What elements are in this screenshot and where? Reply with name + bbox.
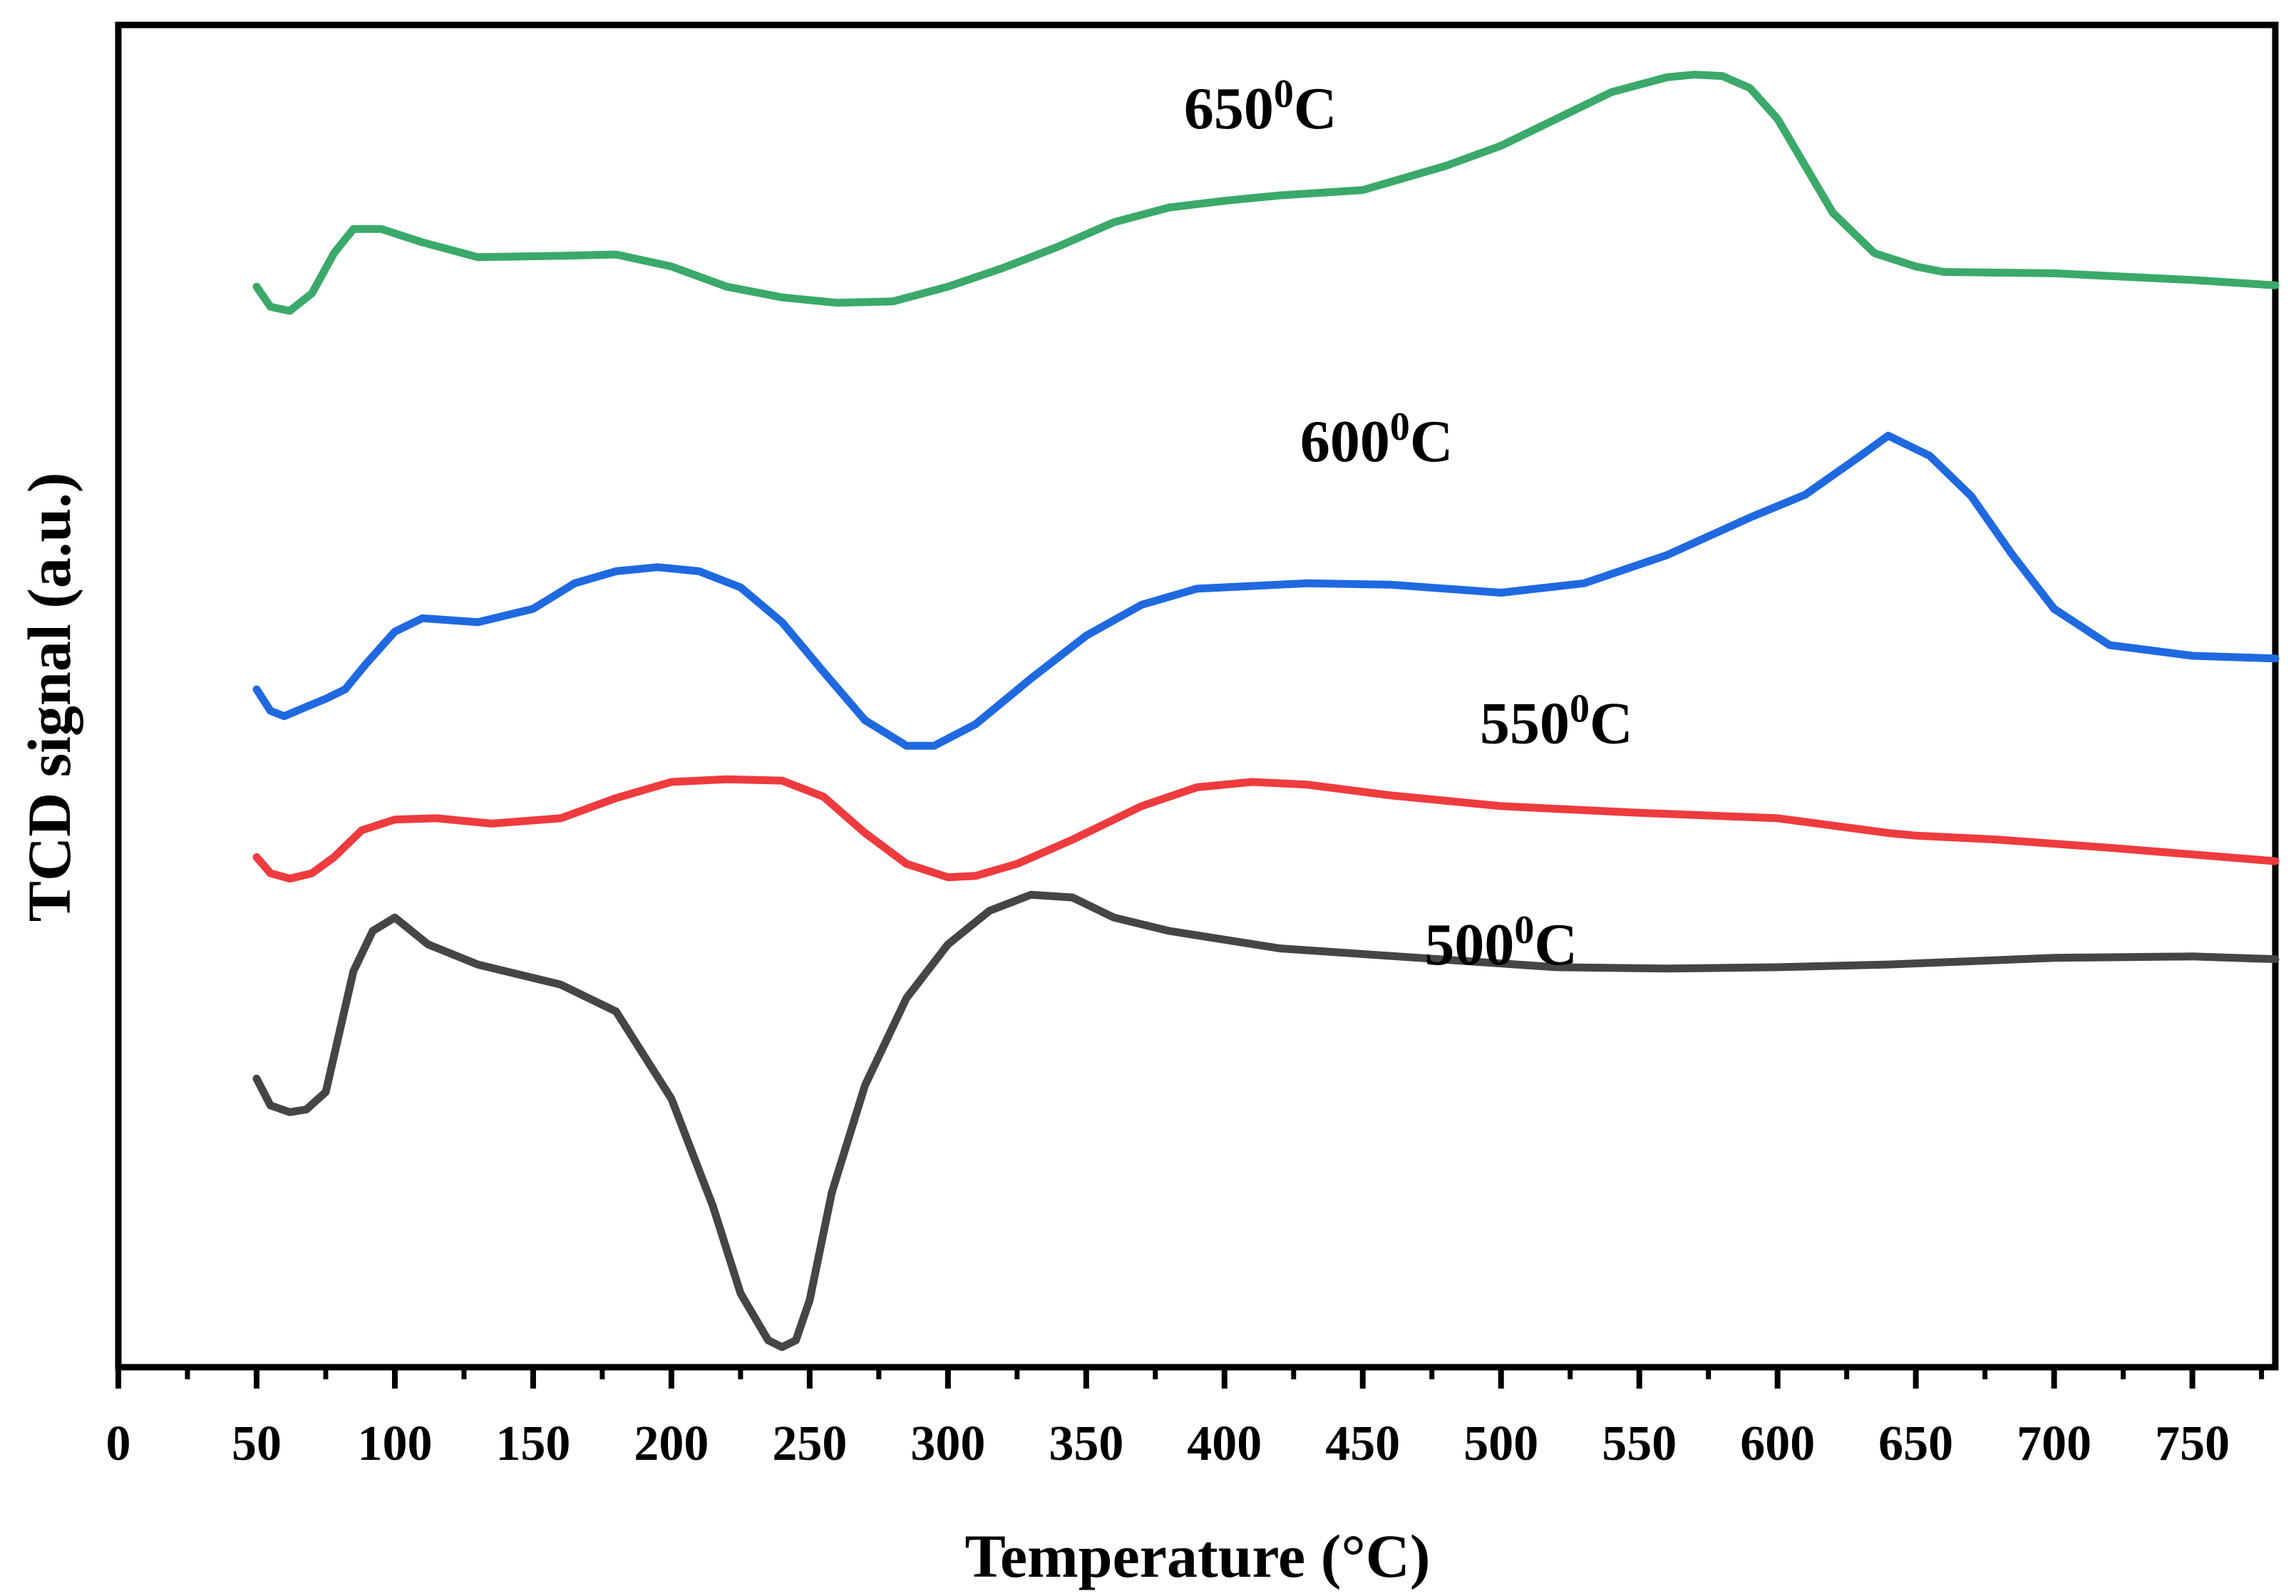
series-label-value: 650	[1184, 76, 1274, 142]
x-tick-label: 450	[1325, 1416, 1400, 1471]
series-label-value: 500	[1424, 912, 1514, 978]
x-tick-label: 300	[910, 1416, 985, 1471]
series-label-superscript: 0	[1514, 908, 1534, 952]
x-axis-title: Temperature (°C)	[965, 1522, 1431, 1590]
series-550-label: 5500C	[1480, 686, 1633, 756]
plot-frame	[115, 21, 2279, 1371]
plot-area	[115, 21, 2279, 1371]
series-label-unit: C	[1534, 912, 1577, 978]
series-650-line	[252, 71, 2280, 315]
series-650-label: 6500C	[1184, 72, 1337, 142]
x-tick-label: 350	[1049, 1416, 1123, 1471]
x-tick-label: 600	[1740, 1416, 1815, 1471]
series-550-line	[252, 775, 2280, 883]
x-tick-label: 100	[357, 1416, 432, 1471]
x-tick-label: 200	[634, 1416, 709, 1471]
x-tick-label: 550	[1602, 1416, 1677, 1471]
series-label-value: 550	[1480, 690, 1570, 756]
series-layer	[252, 71, 2280, 1352]
series-label-unit: C	[1410, 408, 1453, 475]
x-tick-label: 150	[495, 1416, 570, 1471]
x-tick-label: 50	[232, 1416, 282, 1471]
series-label-superscript: 0	[1390, 405, 1410, 449]
series-500-label: 5000C	[1424, 908, 1577, 978]
series-label-superscript: 0	[1570, 686, 1590, 731]
series-label-unit: C	[1294, 76, 1337, 142]
x-tick-label: 750	[2155, 1416, 2230, 1471]
series-600-label: 6000C	[1300, 405, 1453, 475]
x-tick-label: 400	[1187, 1416, 1262, 1471]
series-500-line	[252, 890, 2280, 1352]
series-600-line	[252, 431, 2280, 750]
y-axis-title: TCD signal (a.u.)	[15, 473, 83, 922]
x-tick-label: 700	[2017, 1416, 2091, 1471]
x-tick-label: 650	[1878, 1416, 1953, 1471]
series-label-unit: C	[1590, 690, 1633, 756]
x-axis: 0 50 100 150 200 250 300 350 400 450 500 550 600 650 7…	[106, 1367, 2265, 1471]
x-tick-label: 250	[772, 1416, 847, 1471]
x-tick-label: 500	[1463, 1416, 1538, 1471]
series-label-superscript: 0	[1274, 72, 1294, 116]
x-tick-label: 0	[106, 1416, 131, 1471]
series-label-value: 600	[1300, 408, 1390, 475]
